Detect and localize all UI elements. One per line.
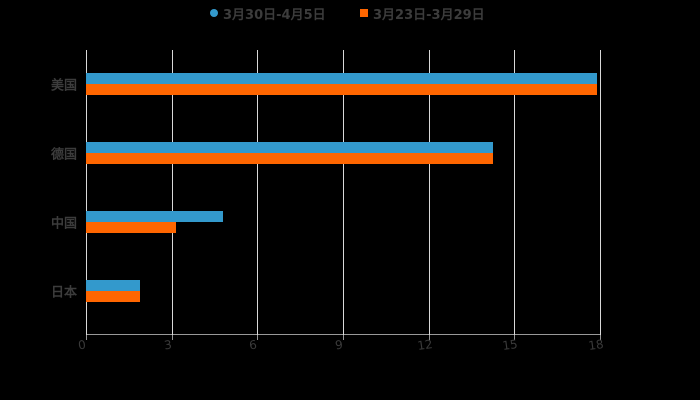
gridline: [257, 50, 258, 335]
chart-legend: 3月30日-4月5日 3月23日-3月29日: [0, 3, 700, 23]
category-label-china: 中国: [50, 216, 77, 232]
x-axis-tick-label: 0: [77, 337, 87, 353]
gridline: [343, 50, 344, 335]
gridline: [172, 50, 173, 335]
gridline: [429, 50, 430, 335]
legend-item-series1[interactable]: 3月30日-4月5日: [210, 3, 326, 23]
x-axis-tick: [600, 335, 601, 340]
x-axis-tick: [257, 335, 258, 340]
legend-circle-marker-icon: [210, 9, 218, 17]
x-axis-tick-label: 18: [587, 337, 605, 353]
gridline: [514, 50, 515, 335]
gridline: [86, 50, 87, 335]
bar-series2[interactable]: [86, 84, 597, 95]
category-label-japan: 日本: [50, 285, 77, 301]
x-axis-tick: [86, 335, 87, 340]
bar-series2[interactable]: [86, 153, 493, 164]
bar-series2[interactable]: [86, 291, 140, 302]
category-label-germany: 德国: [50, 147, 77, 163]
x-axis-tick-label: 9: [334, 337, 344, 353]
x-axis-tick-label: 12: [416, 337, 434, 353]
legend-label: 3月23日-3月29日: [373, 7, 485, 23]
x-axis-tick: [172, 335, 173, 340]
category-label-usa: 美国: [50, 78, 77, 94]
x-axis-tick-label: 15: [501, 337, 519, 353]
legend-item-series2[interactable]: 3月23日-3月29日: [360, 3, 485, 23]
x-axis-tick: [429, 335, 430, 340]
bar-series1[interactable]: [86, 142, 493, 153]
x-axis-tick-label: 6: [248, 337, 258, 353]
bar-series2[interactable]: [86, 222, 176, 233]
x-axis-tick: [343, 335, 344, 340]
x-axis-tick-label: 3: [163, 337, 173, 353]
gridline: [600, 50, 601, 335]
legend-square-marker-icon: [360, 9, 368, 17]
legend-label: 3月30日-4月5日: [223, 7, 326, 23]
x-axis-tick: [514, 335, 515, 340]
bar-series1[interactable]: [86, 211, 223, 222]
bar-series1[interactable]: [86, 280, 140, 291]
bar-series1[interactable]: [86, 73, 597, 84]
